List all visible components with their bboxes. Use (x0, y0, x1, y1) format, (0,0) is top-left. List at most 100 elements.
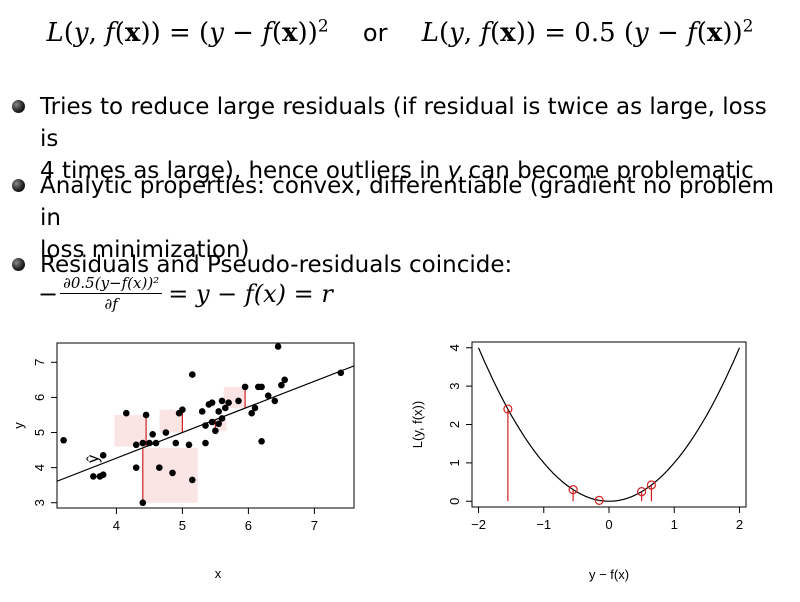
half-squared-loss-formula: L(y, f(x)) = 0.5 (y − f(x))2 (421, 16, 754, 48)
data-point (189, 476, 196, 484)
data-point (271, 397, 279, 405)
data-point (258, 383, 265, 391)
y-tick-label: 1 (447, 459, 462, 466)
y-axis-label: y (11, 422, 26, 429)
derivative-rhs: = y − f(x) = r (168, 279, 333, 308)
bullet-pseudo-residuals: Residuals and Pseudo-residuals coincide: (12, 249, 780, 281)
x-tick-label: 6 (245, 518, 252, 533)
data-point (90, 473, 97, 480)
bullet-text-line: Residuals and Pseudo-residuals coincide: (40, 252, 513, 278)
scatter-plot: 4 5 6 7 3 4 5 6 7 x y ŷ (11, 342, 355, 581)
data-point (274, 343, 282, 350)
y-tick-label: 5 (32, 429, 47, 436)
data-point (241, 383, 249, 391)
x-tick-label: 1 (671, 517, 678, 532)
data-point (218, 397, 226, 405)
y-tick-label: 4 (447, 344, 462, 351)
derivative-fraction: ∂0.5(y−f(x))² ∂f (60, 274, 163, 313)
data-point (215, 408, 222, 415)
x-tick-label: 5 (179, 518, 186, 533)
y-tick-label: 3 (447, 383, 462, 390)
y-tick-label: 2 (447, 421, 462, 428)
data-point (99, 471, 107, 478)
x-tick-label: 2 (736, 517, 743, 532)
bullet-text-line: Tries to reduce large residuals (if resi… (40, 94, 767, 152)
data-point (172, 439, 180, 447)
data-point (139, 499, 147, 507)
bullet-text-line: 4 times as large), hence outliers in y c… (40, 158, 754, 184)
loss-point (594, 495, 604, 505)
data-point (139, 439, 147, 447)
bullet-dot-icon (12, 258, 25, 271)
data-point (225, 399, 232, 406)
loss-point (637, 487, 647, 497)
fraction-numerator: ∂0.5(y−f(x))² (60, 274, 163, 294)
data-point (142, 411, 150, 419)
data-point (218, 415, 226, 422)
y-tick-label: 7 (32, 359, 47, 366)
data-point (152, 439, 160, 447)
x-tick-label: −1 (536, 517, 551, 532)
x-tick-label: 0 (605, 517, 612, 532)
data-point (156, 464, 163, 471)
data-point (215, 420, 222, 428)
y-tick-label: 6 (32, 394, 47, 401)
bullet-dot-icon (12, 100, 25, 113)
fraction-denominator: ∂f (104, 295, 118, 313)
y-axis-label: L(y, f(x)) (410, 401, 425, 448)
plot-area (57, 343, 354, 507)
data-point (212, 427, 219, 435)
data-point (202, 439, 209, 447)
data-point (258, 437, 265, 445)
data-point (208, 418, 216, 426)
data-point (123, 409, 130, 417)
data-point (169, 469, 176, 477)
data-point (179, 406, 186, 414)
data-point (198, 408, 206, 415)
y-tick-label: 4 (32, 464, 47, 471)
x-axis-label: y − f(x) (589, 567, 629, 582)
data-point (60, 436, 67, 444)
data-point (132, 441, 140, 449)
data-point (132, 464, 140, 471)
loss-curve (477, 347, 741, 502)
bullet-residuals: Tries to reduce large residuals (if resi… (12, 91, 780, 187)
data-point (208, 399, 216, 406)
bullet-text-line: Analytic properties: convex, differentia… (40, 173, 775, 231)
loss-formula: L(y, f(x)) = (y − f(x))2 or L(y, f(x)) =… (0, 16, 800, 48)
minus-sign: − (38, 279, 59, 308)
data-point (235, 397, 242, 405)
data-point (264, 392, 272, 399)
bullet-text-line: loss minimization) (40, 237, 250, 263)
bullet-analytic: Analytic properties: convex, differentia… (12, 170, 780, 266)
x-tick-label: 7 (311, 518, 318, 533)
y-hat-label: ŷ (85, 455, 102, 463)
y-tick-label: 0 (447, 498, 462, 505)
data-point (99, 452, 107, 459)
data-point (146, 439, 153, 447)
or-label: or (362, 18, 388, 47)
data-point (281, 376, 289, 384)
x-tick-label: 4 (113, 518, 120, 533)
squared-loss-formula: L(y, f(x)) = (y − f(x))2 (46, 16, 329, 48)
data-point (278, 381, 285, 389)
data-point (251, 404, 259, 412)
loss-point (646, 480, 657, 490)
loss-point (568, 485, 578, 495)
x-axis-label: x (215, 566, 222, 581)
derivative-formula: − ∂0.5(y−f(x))² ∂f = y − f(x) = r (38, 274, 333, 313)
data-point (248, 409, 255, 417)
data-point (162, 429, 170, 436)
data-point (185, 441, 193, 449)
data-point (202, 422, 209, 429)
plot-frame (56, 342, 355, 509)
plot-frame (471, 341, 747, 508)
data-point (189, 371, 196, 378)
loss-curve-plot: −2 −1 0 1 2 0 1 2 3 4 y − f(x) L(y, f(x)) (410, 341, 747, 582)
loss-point (503, 404, 513, 414)
bullet-dot-icon (12, 179, 25, 192)
y-tick-label: 3 (32, 499, 47, 506)
x-tick-label: −2 (471, 517, 486, 532)
data-point (149, 430, 156, 438)
squared-residual-area (142, 447, 198, 503)
